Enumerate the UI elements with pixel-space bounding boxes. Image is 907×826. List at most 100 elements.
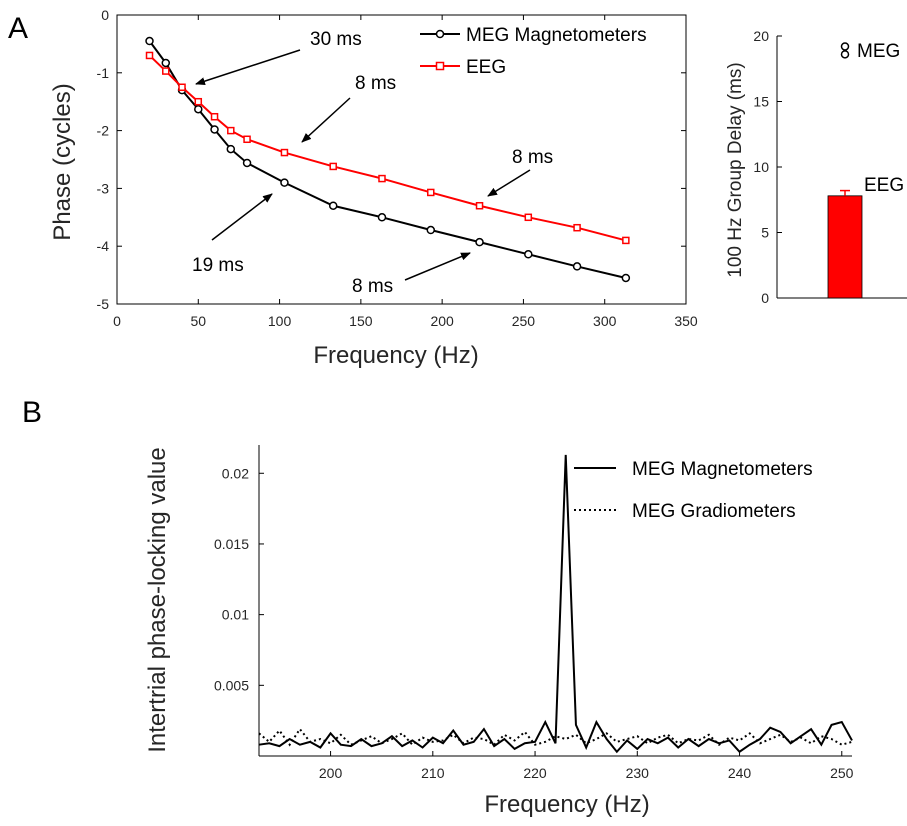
- itpc-x-tick-label: 220: [523, 765, 547, 781]
- annotation-arrow-8ms-meg: [404, 252, 471, 281]
- itpc-line-gradiometers: [258, 727, 853, 747]
- phase-x-tick-label: 150: [349, 313, 373, 329]
- legend-label-itpc-magnetometers: MEG Magnetometers: [632, 459, 813, 480]
- group-delay-point-label-meg: MEG: [857, 41, 900, 62]
- legend-label-itpc-gradiometers: MEG Gradiometers: [632, 501, 796, 522]
- itpc-axes: 200 210 220 230 240 250 0.005 0.01 0.015 0.02: [214, 445, 854, 781]
- annotation-8ms-eeg-low: 8 ms: [355, 73, 396, 94]
- group-delay-y-tick-label: 0: [761, 290, 769, 306]
- phase-point-eeg: [622, 236, 630, 245]
- panel-label-b: B: [22, 396, 42, 429]
- phase-point-magnetometers: [210, 125, 219, 134]
- phase-point-magnetometers: [426, 225, 436, 235]
- itpc-y-tick-label: 0.005: [214, 677, 249, 693]
- phase-axes: 0 50 100 150 200 250 300 350 0 -1 -2 -3 -4 -5: [97, 7, 698, 329]
- phase-point-magnetometers: [194, 104, 203, 114]
- phase-point-eeg: [427, 188, 435, 197]
- legend-label-eeg: EEG: [466, 57, 506, 78]
- phase-point-eeg: [573, 223, 581, 232]
- phase-x-tick-label: 350: [674, 313, 698, 329]
- phase-y-tick-label: -4: [97, 238, 110, 254]
- phase-point-eeg: [210, 112, 219, 121]
- group-delay-bar-eeg: [827, 195, 863, 299]
- itpc-y-tick-label: 0.015: [214, 536, 249, 552]
- itpc-y-tick-label: 0.02: [222, 465, 249, 481]
- group-delay-y-tick-label: 20: [753, 28, 769, 44]
- phase-point-magnetometers: [242, 158, 252, 168]
- phase-point-eeg: [475, 201, 484, 210]
- phase-y-tick-label: -2: [97, 123, 110, 139]
- group-delay-y-tick-label: 10: [753, 159, 769, 175]
- group-delay-chart: 0 5 10 15 20 EEG MEG 100 Hz Group Delay (ms): [725, 28, 907, 306]
- itpc-x-tick-label: 230: [626, 765, 650, 781]
- phase-y-axis-title: Phase (cycles): [49, 83, 76, 240]
- phase-x-tick-label: 200: [430, 313, 454, 329]
- group-delay-y-tick-label: 5: [761, 225, 769, 241]
- phase-point-eeg: [194, 97, 203, 106]
- itpc-chart: 200 210 220 230 240 250 0.005 0.01 0.015 0.02 MEG…: [144, 445, 854, 818]
- phase-y-tick-label: -5: [97, 296, 110, 312]
- phase-point-magnetometers: [280, 178, 289, 187]
- phase-x-axis-title: Frequency (Hz): [313, 342, 478, 369]
- phase-point-magnetometers: [145, 36, 154, 46]
- phase-point-eeg: [227, 126, 235, 135]
- phase-point-eeg: [178, 83, 186, 91]
- itpc-legend: MEG Magnetometers MEG Gradiometers: [574, 459, 813, 522]
- phase-point-eeg: [378, 174, 386, 183]
- phase-legend: MEG Magnetometers EEG: [420, 25, 647, 78]
- annotation-arrow-30ms: [195, 49, 301, 86]
- legend-label-meg-magnetometers: MEG Magnetometers: [466, 25, 647, 46]
- phase-point-magnetometers: [328, 201, 338, 210]
- annotation-8ms-eeg-high: 8 ms: [512, 147, 553, 168]
- group-delay-point-meg: [840, 42, 850, 51]
- phase-point-eeg: [524, 213, 533, 222]
- phase-point-magnetometers: [524, 250, 533, 259]
- phase-x-tick-label: 250: [512, 313, 536, 329]
- phase-plot-box: [116, 14, 687, 305]
- group-delay-marks: [827, 42, 863, 299]
- itpc-line-magnetometers: [258, 454, 853, 754]
- phase-point-magnetometers: [226, 144, 236, 154]
- annotation-19ms: 19 ms: [192, 255, 244, 276]
- phase-y-tick-label: 0: [101, 7, 109, 23]
- group-delay-point-meg: [840, 50, 850, 59]
- panel-label-a: A: [8, 12, 28, 45]
- itpc-x-axis-title: Frequency (Hz): [484, 791, 649, 818]
- annotation-arrow-19ms: [211, 193, 273, 241]
- phase-point-magnetometers: [621, 273, 631, 283]
- annotation-30ms: 30 ms: [310, 29, 362, 50]
- group-delay-y-axis-title: 100 Hz Group Delay (ms): [725, 62, 746, 277]
- phase-point-magnetometers: [475, 237, 484, 247]
- group-delay-bar-label-eeg: EEG: [864, 175, 904, 196]
- itpc-y-tick-label: 0.01: [222, 607, 249, 623]
- phase-point-magnetometers: [572, 262, 582, 271]
- phase-point-magnetometers: [161, 58, 171, 68]
- itpc-x-tick-label: 200: [319, 765, 343, 781]
- itpc-x-tick-label: 240: [728, 765, 752, 781]
- phase-x-tick-label: 100: [268, 313, 292, 329]
- phase-point-eeg: [280, 148, 289, 157]
- itpc-x-tick-label: 210: [421, 765, 445, 781]
- group-delay-axes: 0 5 10 15 20: [753, 28, 907, 306]
- phase-x-tick-label: 0: [113, 313, 121, 329]
- legend-marker-meg-magnetometers: [435, 29, 445, 39]
- phase-point-eeg: [329, 162, 337, 171]
- legend-marker-eeg: [435, 61, 445, 71]
- annotation-arrow-8ms-eeg-low: [301, 97, 351, 143]
- phase-point-eeg: [162, 67, 170, 75]
- group-delay-y-tick-label: 15: [753, 94, 769, 110]
- phase-x-tick-label: 300: [593, 313, 617, 329]
- phase-chart: 0 50 100 150 200 250 300 350 0 -1 -2 -3 -4 -5 MEG Mag…: [49, 7, 698, 369]
- phase-series-group: [145, 36, 631, 283]
- itpc-y-axis-title: Intertrial phase-locking value: [144, 447, 171, 753]
- phase-point-eeg: [243, 135, 251, 144]
- annotation-arrow-8ms-eeg-high: [487, 169, 531, 197]
- itpc-series-group: [258, 454, 853, 754]
- phase-x-tick-label: 50: [190, 313, 206, 329]
- phase-y-tick-label: -3: [97, 180, 110, 196]
- phase-y-tick-label: -1: [97, 65, 110, 81]
- phase-point-eeg: [145, 51, 154, 60]
- itpc-x-tick-label: 250: [830, 765, 854, 781]
- phase-annotations: 30 ms 8 ms 8 ms 19 ms 8 ms: [192, 29, 553, 297]
